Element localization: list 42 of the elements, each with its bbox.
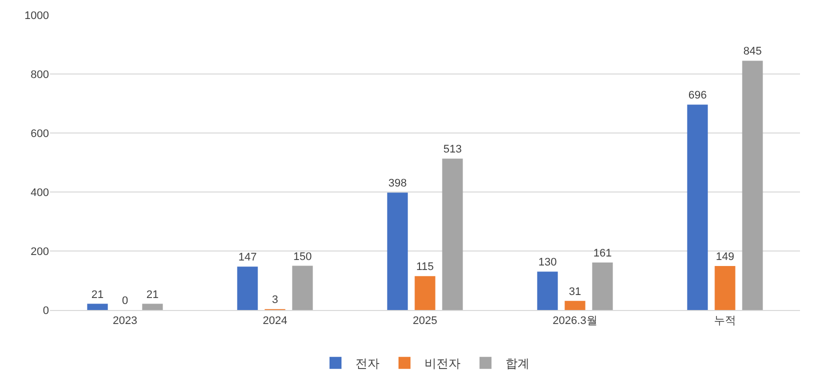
data-label: 130 xyxy=(538,256,557,269)
data-label: 115 xyxy=(416,261,434,274)
y-tick-label: 400 xyxy=(30,186,49,199)
bar xyxy=(687,104,708,310)
bar xyxy=(237,266,258,310)
x-tick-label: 누적 xyxy=(714,315,736,328)
legend-label: 합계 xyxy=(506,356,530,371)
bar xyxy=(414,276,436,310)
data-label: 3 xyxy=(272,294,278,306)
x-tick-label: 2023 xyxy=(112,315,138,328)
data-label: 150 xyxy=(293,250,312,263)
bar xyxy=(592,262,613,310)
y-tick-label: 200 xyxy=(30,246,49,258)
data-label: 21 xyxy=(91,288,104,301)
data-label: 31 xyxy=(568,286,582,298)
bar xyxy=(564,300,586,310)
x-tick-label: 2025 xyxy=(412,315,438,328)
bar xyxy=(292,266,313,310)
data-label: 149 xyxy=(716,251,734,264)
data-label: 147 xyxy=(238,252,257,264)
y-tick-label: 0 xyxy=(42,304,49,317)
bar xyxy=(714,266,736,310)
data-label: 398 xyxy=(388,178,407,190)
data-label: 0 xyxy=(122,295,128,307)
data-label: 696 xyxy=(688,90,707,102)
y-tick-label: 1000 xyxy=(24,10,49,22)
data-label: 513 xyxy=(443,144,462,156)
y-tick-label: 800 xyxy=(30,68,49,81)
bar xyxy=(537,272,558,310)
bar xyxy=(387,192,408,310)
y-tick-label: 600 xyxy=(30,128,49,140)
legend-label: 비전자 xyxy=(424,356,460,371)
bar xyxy=(442,158,463,310)
data-label: 21 xyxy=(146,288,159,301)
bar xyxy=(742,60,763,310)
x-tick-label: 2026.3월 xyxy=(552,315,598,328)
legend-label: 전자 xyxy=(356,356,380,371)
data-label: 845 xyxy=(743,46,762,58)
bar xyxy=(142,304,163,310)
data-label: 161 xyxy=(593,248,612,260)
x-tick-label: 2024 xyxy=(262,315,288,328)
bar xyxy=(87,304,108,310)
